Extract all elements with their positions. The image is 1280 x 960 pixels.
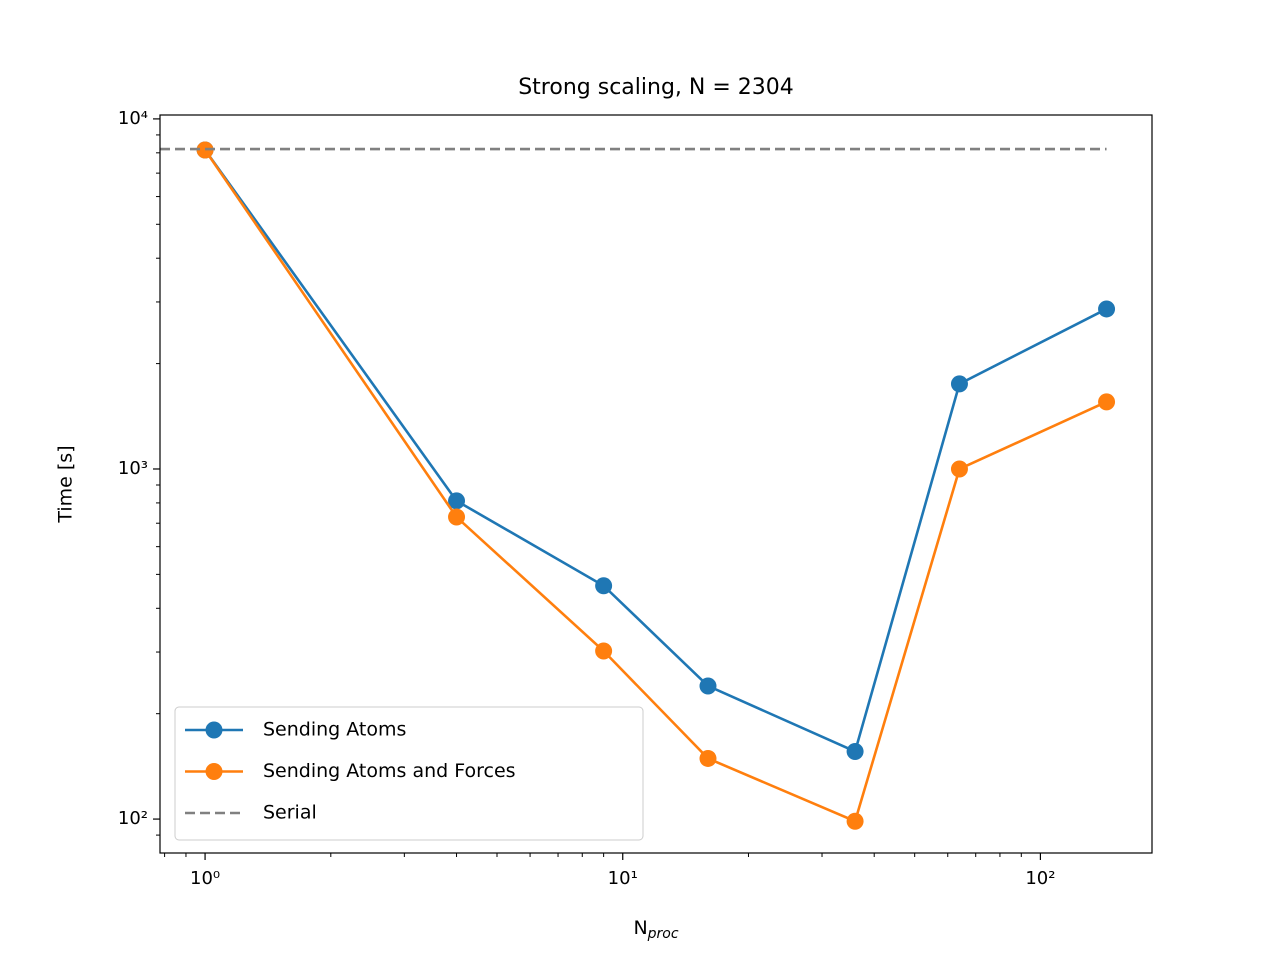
x-tick-label: 10¹	[608, 868, 638, 889]
data-point	[846, 742, 864, 760]
data-point	[448, 492, 466, 510]
data-point	[448, 508, 466, 526]
x-tick-label: 10⁰	[190, 868, 220, 889]
chart-title: Strong scaling, N = 2304	[518, 75, 794, 100]
x-label-sub: proc	[647, 926, 679, 942]
data-point	[950, 375, 968, 393]
plot-frame	[159, 114, 1153, 854]
legend-label: Sending Atoms and Forces	[263, 760, 516, 782]
y-tick-label: 10²	[118, 808, 148, 829]
legend-label: Sending Atoms	[263, 719, 406, 741]
data-point	[595, 577, 613, 595]
y-tick-label: 10³	[118, 458, 148, 479]
x-axis-label: Nproc	[633, 917, 678, 943]
y-axis-label: Time [s]	[55, 445, 77, 523]
data-point	[1098, 300, 1116, 318]
y-tick-label: 10⁴	[118, 108, 148, 129]
data-point	[595, 642, 613, 660]
data-point	[950, 460, 968, 478]
data-point	[699, 749, 717, 767]
legend-marker	[205, 721, 223, 739]
data-point	[846, 812, 864, 830]
data-point	[699, 677, 717, 695]
data-point	[1098, 393, 1116, 411]
legend-marker	[205, 763, 223, 780]
x-tick-label: 10²	[1025, 868, 1055, 889]
x-label-main: N	[633, 917, 647, 939]
legend: Sending Atoms Sending Atoms and Forces Ser…	[174, 706, 644, 841]
legend-label: Serial	[263, 802, 317, 824]
legend-box	[174, 706, 644, 841]
